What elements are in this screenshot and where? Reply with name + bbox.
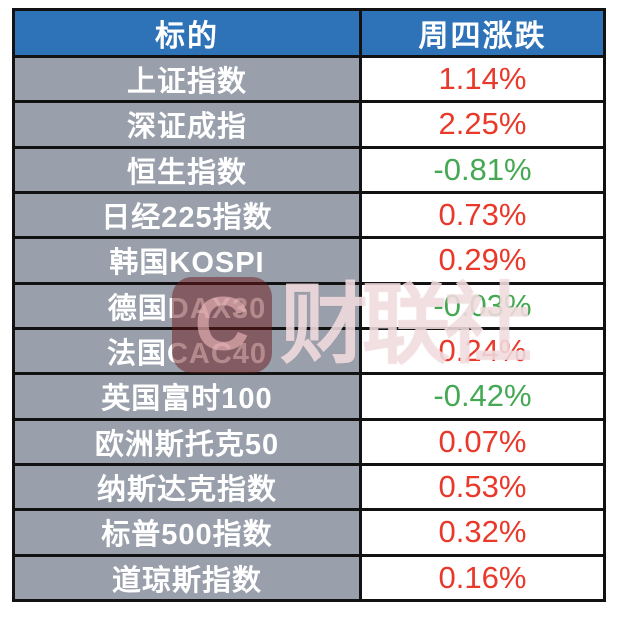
change-value: 0.29% [362,239,603,282]
table-row: 纳斯达克指数 0.53% [15,462,603,509]
table-row: 韩国KOSPI 0.29% [15,236,603,282]
index-name: 德国DAX30 [15,284,362,327]
table-row: 英国富时100 -0.42% [15,372,603,418]
change-value: 2.25% [362,103,603,146]
table-row: 日经225指数 0.73% [15,190,603,237]
change-value: 0.24% [362,329,603,373]
index-name: 日经225指数 [15,193,362,237]
table-row: 道琼斯指数 0.16% [15,553,603,599]
table-row: 恒生指数 -0.81% [15,145,603,191]
change-value: 0.73% [362,193,603,237]
change-value: 0.07% [362,420,603,463]
change-value: -0.03% [362,284,603,327]
market-index-table: 标的 周四涨跌 上证指数 1.14% 深证成指 2.25% 恒生指数 -0.81… [12,8,606,602]
table-row: 欧洲斯托克50 0.07% [15,417,603,463]
table-header-row: 标的 周四涨跌 [15,11,603,55]
change-value: 0.53% [362,465,603,509]
index-name: 上证指数 [15,58,362,101]
table-row: 上证指数 1.14% [15,55,603,101]
table-row: 法国CAC40 0.24% [15,326,603,373]
change-value: 0.32% [362,511,603,554]
index-name: 欧洲斯托克50 [15,420,362,463]
header-target-label: 标的 [15,11,362,55]
index-name: 英国富时100 [15,375,362,418]
index-name: 深证成指 [15,103,362,146]
change-value: -0.42% [362,375,603,418]
index-name: 道琼斯指数 [15,556,362,599]
index-name: 韩国KOSPI [15,239,362,282]
table-row: 德国DAX30 -0.03% [15,281,603,327]
table-row: 深证成指 2.25% [15,100,603,146]
index-name: 纳斯达克指数 [15,465,362,509]
change-value: -0.81% [362,148,603,191]
header-change-label: 周四涨跌 [362,11,603,55]
change-value: 0.16% [362,556,603,599]
index-name: 法国CAC40 [15,329,362,373]
index-name: 恒生指数 [15,148,362,191]
change-value: 1.14% [362,58,603,101]
index-name: 标普500指数 [15,511,362,554]
table-row: 标普500指数 0.32% [15,508,603,554]
